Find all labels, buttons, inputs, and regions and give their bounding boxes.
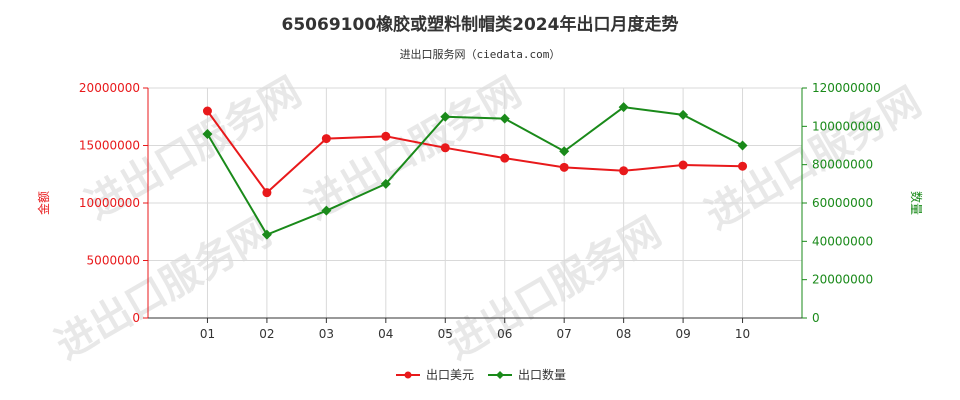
left-tick-label: 15000000 (79, 139, 140, 153)
watermark-text: 进出口服务网 (48, 209, 279, 369)
data-point-circle[interactable] (440, 143, 450, 153)
legend-marker-icon (404, 371, 412, 379)
data-point-diamond[interactable] (261, 229, 272, 240)
x-axis-ticks: 01 02 03 04 05 06 07 08 09 10 (200, 318, 750, 341)
chart-title: 65069100橡胶或塑料制帽类2024年出口月度走势 (282, 14, 679, 35)
watermark-text: 进出口服务网 (298, 69, 529, 229)
legend-label: 出口数量 (518, 367, 566, 382)
data-point-circle[interactable] (678, 160, 688, 170)
x-tick-label: 01 (200, 327, 215, 341)
left-axis-ticks: 0 5000000 10000000 15000000 20000000 (79, 81, 148, 325)
left-tick-label: 20000000 (79, 81, 140, 95)
data-point-diamond[interactable] (321, 205, 332, 216)
x-tick-label: 07 (557, 327, 572, 341)
x-tick-label: 08 (616, 327, 631, 341)
data-point-circle[interactable] (262, 188, 272, 198)
right-axis-ticks: 0 20000000 40000000 60000000 80000000 1000000… (802, 81, 881, 325)
data-point-circle[interactable] (202, 106, 212, 116)
right-tick-label: 40000000 (812, 234, 873, 248)
data-point-circle[interactable] (559, 162, 569, 172)
series-layer (202, 102, 748, 240)
right-tick-label: 60000000 (812, 196, 873, 210)
right-tick-label: 80000000 (812, 158, 873, 172)
x-tick-label: 04 (378, 327, 393, 341)
data-point-diamond[interactable] (737, 140, 748, 151)
data-point-diamond[interactable] (202, 129, 213, 139)
data-point-diamond[interactable] (440, 111, 451, 122)
series-export-value (202, 106, 748, 198)
left-tick-label: 10000000 (79, 196, 140, 210)
data-point-diamond[interactable] (380, 178, 391, 189)
legend-marker-icon (496, 371, 504, 379)
legend[interactable]: 出口美元 出口数量 (396, 367, 566, 382)
data-point-circle[interactable] (619, 166, 629, 176)
data-point-circle[interactable] (500, 153, 510, 163)
data-point-circle[interactable] (738, 161, 748, 171)
left-tick-label: 5000000 (87, 254, 140, 268)
left-tick-label: 0 (132, 311, 140, 325)
data-point-diamond[interactable] (559, 146, 570, 157)
x-tick-label: 02 (259, 327, 274, 341)
legend-item[interactable]: 出口美元 (396, 368, 474, 382)
data-point-circle[interactable] (381, 131, 391, 141)
grid-lines (148, 87, 802, 319)
series-line (206, 110, 743, 195)
left-axis-title: 金额 (36, 191, 51, 215)
x-tick-label: 03 (319, 327, 334, 341)
data-point-circle[interactable] (321, 134, 331, 144)
data-point-diamond[interactable] (618, 102, 629, 113)
x-tick-label: 09 (675, 327, 690, 341)
x-tick-label: 05 (438, 327, 453, 341)
chart-subtitle: 进出口服务网（ciedata.com） (400, 47, 561, 61)
x-tick-label: 06 (497, 327, 512, 341)
legend-label: 出口美元 (426, 368, 474, 382)
watermark-text: 进出口服务网 (438, 209, 669, 369)
right-tick-label: 120000000 (812, 81, 881, 95)
series-export-quantity (202, 102, 748, 240)
series-line (206, 106, 744, 236)
right-tick-label: 100000000 (812, 119, 881, 133)
right-axis-title: 数量 (909, 191, 924, 215)
right-tick-label: 20000000 (812, 273, 873, 287)
legend-item[interactable]: 出口数量 (488, 367, 566, 382)
data-point-diamond[interactable] (678, 109, 689, 120)
x-tick-label: 10 (735, 327, 750, 341)
right-tick-label: 0 (812, 311, 820, 325)
data-point-diamond[interactable] (499, 113, 510, 124)
